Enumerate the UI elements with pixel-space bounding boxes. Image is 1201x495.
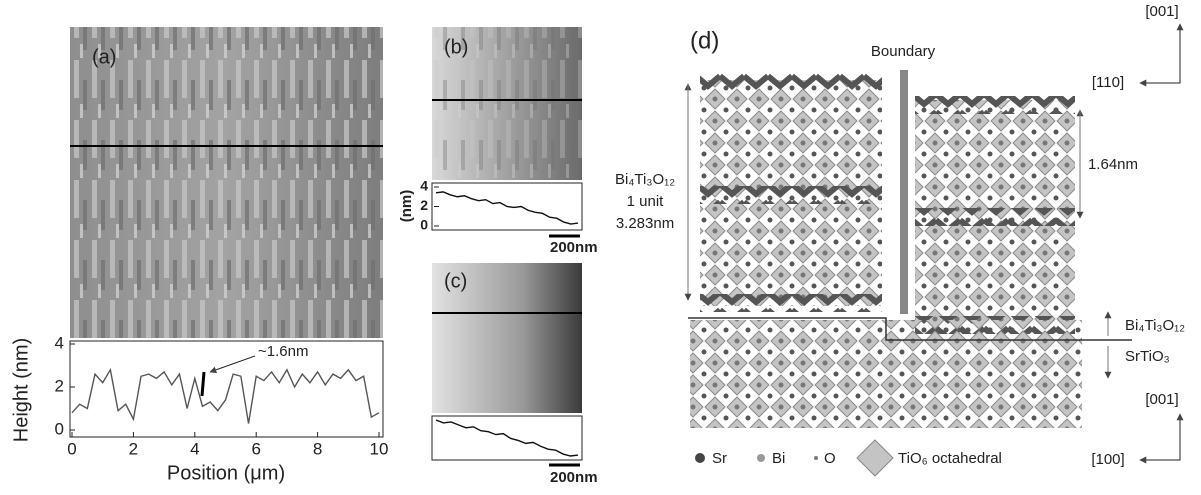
- step-marker: [200, 371, 206, 397]
- legend-label: Sr: [712, 450, 727, 467]
- film-label: Bi₄Ti₃O₁₂: [615, 171, 675, 188]
- boundary-wall: [900, 70, 908, 314]
- axes-arrow: [1142, 420, 1181, 461]
- afm-texture: [70, 27, 383, 338]
- afm-image: [432, 263, 582, 413]
- axis-direction: [100]: [1091, 451, 1124, 468]
- y-tick-label: 0: [55, 419, 64, 438]
- unit-label: 1 unit: [627, 193, 665, 210]
- y-axis-title: Height (nm): [10, 338, 32, 442]
- plot-frame: [431, 415, 583, 461]
- y-tick-label: 2: [420, 197, 428, 213]
- x-tick-label: 0: [67, 439, 76, 458]
- y-tick-label: 4: [55, 333, 64, 352]
- axis-direction: [001]: [1145, 391, 1178, 408]
- legend-label: TiO₆ octahedral: [898, 450, 1002, 467]
- layer-substrate: SrTiO₃: [1125, 348, 1170, 365]
- x-axis-title: Position (μm): [167, 462, 285, 484]
- legend-label: Bi: [772, 450, 785, 467]
- bio-layer: [700, 186, 882, 204]
- y-axis-title: (nm): [398, 190, 415, 223]
- panel-label: (d): [690, 27, 719, 54]
- layer-film: Bi₄Ti₃O₁₂: [1125, 317, 1185, 334]
- profile-line: [435, 191, 579, 225]
- half-size: 1.64nm: [1088, 156, 1138, 173]
- bio-layer: [915, 96, 1075, 114]
- plot-frame: [69, 340, 384, 438]
- interface-line: [688, 317, 1132, 341]
- panel-label: (a): [92, 46, 116, 68]
- axis-direction: [001]: [1145, 3, 1178, 20]
- x-tick-label: 2: [129, 439, 138, 458]
- panel-label: (b): [444, 36, 468, 58]
- legend-symbol: [757, 454, 765, 462]
- x-tick-label: 4: [190, 439, 199, 458]
- x-tick-label: 8: [313, 439, 322, 458]
- afm-texture: [432, 27, 582, 180]
- annotation: ~1.6nm: [258, 343, 308, 360]
- unit-size: 3.283nm: [616, 215, 674, 232]
- scale-bar-label: 200nm: [550, 239, 598, 256]
- profile-line: [435, 419, 579, 457]
- scale-bar-label: 200nm: [550, 469, 598, 486]
- legend-symbol: [814, 456, 818, 460]
- axes-arrow: [1142, 25, 1181, 84]
- bio-layer: [700, 72, 882, 90]
- axis-direction: [110]: [1092, 74, 1124, 91]
- bio-layer: [915, 208, 1075, 226]
- y-tick-label: 2: [55, 376, 64, 395]
- bio-layer: [700, 294, 882, 312]
- x-tick-label: 10: [370, 439, 389, 458]
- legend-symbol: [695, 453, 705, 463]
- boundary-label: Boundary: [871, 43, 936, 60]
- annotation-arrow: [209, 355, 256, 374]
- legend-label: O: [824, 450, 836, 467]
- legend-symbol: [856, 439, 894, 477]
- x-tick-label: 6: [251, 439, 260, 458]
- y-tick-label: 0: [420, 217, 428, 233]
- panel-label: (c): [444, 270, 467, 292]
- profile-line: [71, 367, 380, 424]
- y-tick-label: 4: [420, 178, 428, 194]
